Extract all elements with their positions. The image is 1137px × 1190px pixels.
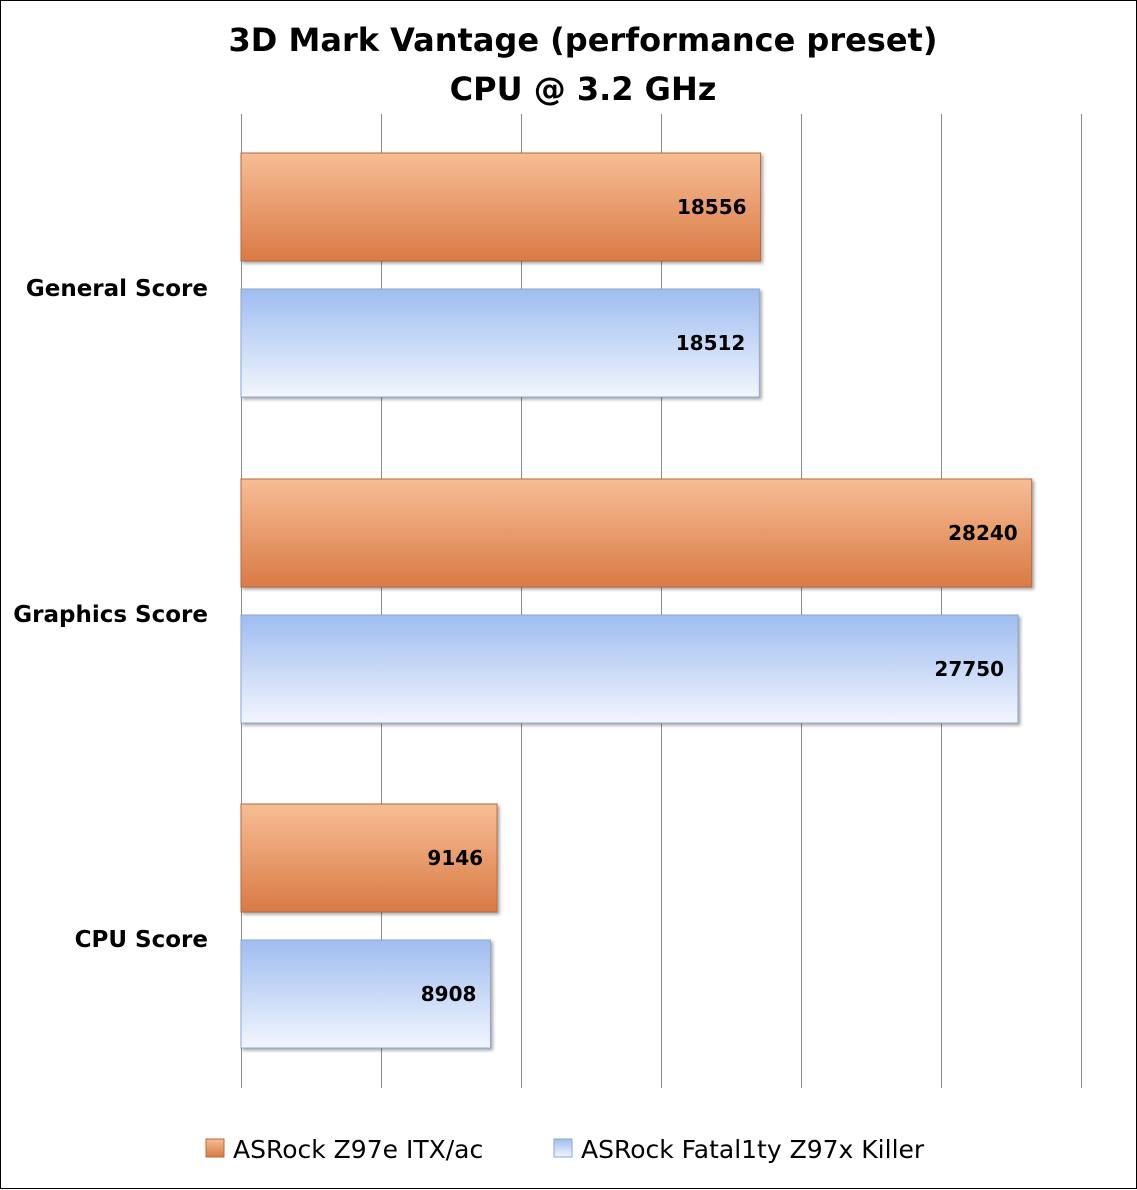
bar-fatal1ty-z97x-1 xyxy=(240,614,1019,724)
data-label: 9146 xyxy=(427,846,483,870)
legend-swatch xyxy=(205,1138,225,1158)
data-label: 27750 xyxy=(934,657,1004,681)
data-label: 28240 xyxy=(948,521,1018,545)
category-labels: General Score Graphics Score CPU Score xyxy=(13,276,208,953)
legend-entry: ASRock Fatal1ty Z97x Killer xyxy=(581,1135,925,1164)
chart-subtitle: CPU @ 3.2 GHz xyxy=(450,70,717,108)
bar-z97e-itx-0 xyxy=(240,152,762,262)
data-label: 8908 xyxy=(421,982,477,1006)
bar-fatal1ty-z97x-2 xyxy=(240,939,491,1049)
chart-title: 3D Mark Vantage (performance preset) xyxy=(229,21,938,59)
category-label: Graphics Score xyxy=(13,602,208,628)
category-label: CPU Score xyxy=(75,927,208,953)
bar-fatal1ty-z97x-0 xyxy=(240,288,760,398)
bars: 18556 18512 28240 27750 9146 8908 xyxy=(240,152,1033,1049)
bar-z97e-itx-1 xyxy=(240,478,1033,588)
gridlines xyxy=(241,114,1082,1088)
bar-z97e-itx-2 xyxy=(240,803,498,913)
legend-entry: ASRock Z97e ITX/ac xyxy=(233,1135,483,1164)
legend-swatch xyxy=(553,1138,573,1158)
legend: ASRock Z97e ITX/ac ASRock Fatal1ty Z97x K… xyxy=(205,1135,925,1164)
data-label: 18556 xyxy=(677,195,747,219)
category-label: General Score xyxy=(26,276,208,302)
data-label: 18512 xyxy=(676,331,746,355)
